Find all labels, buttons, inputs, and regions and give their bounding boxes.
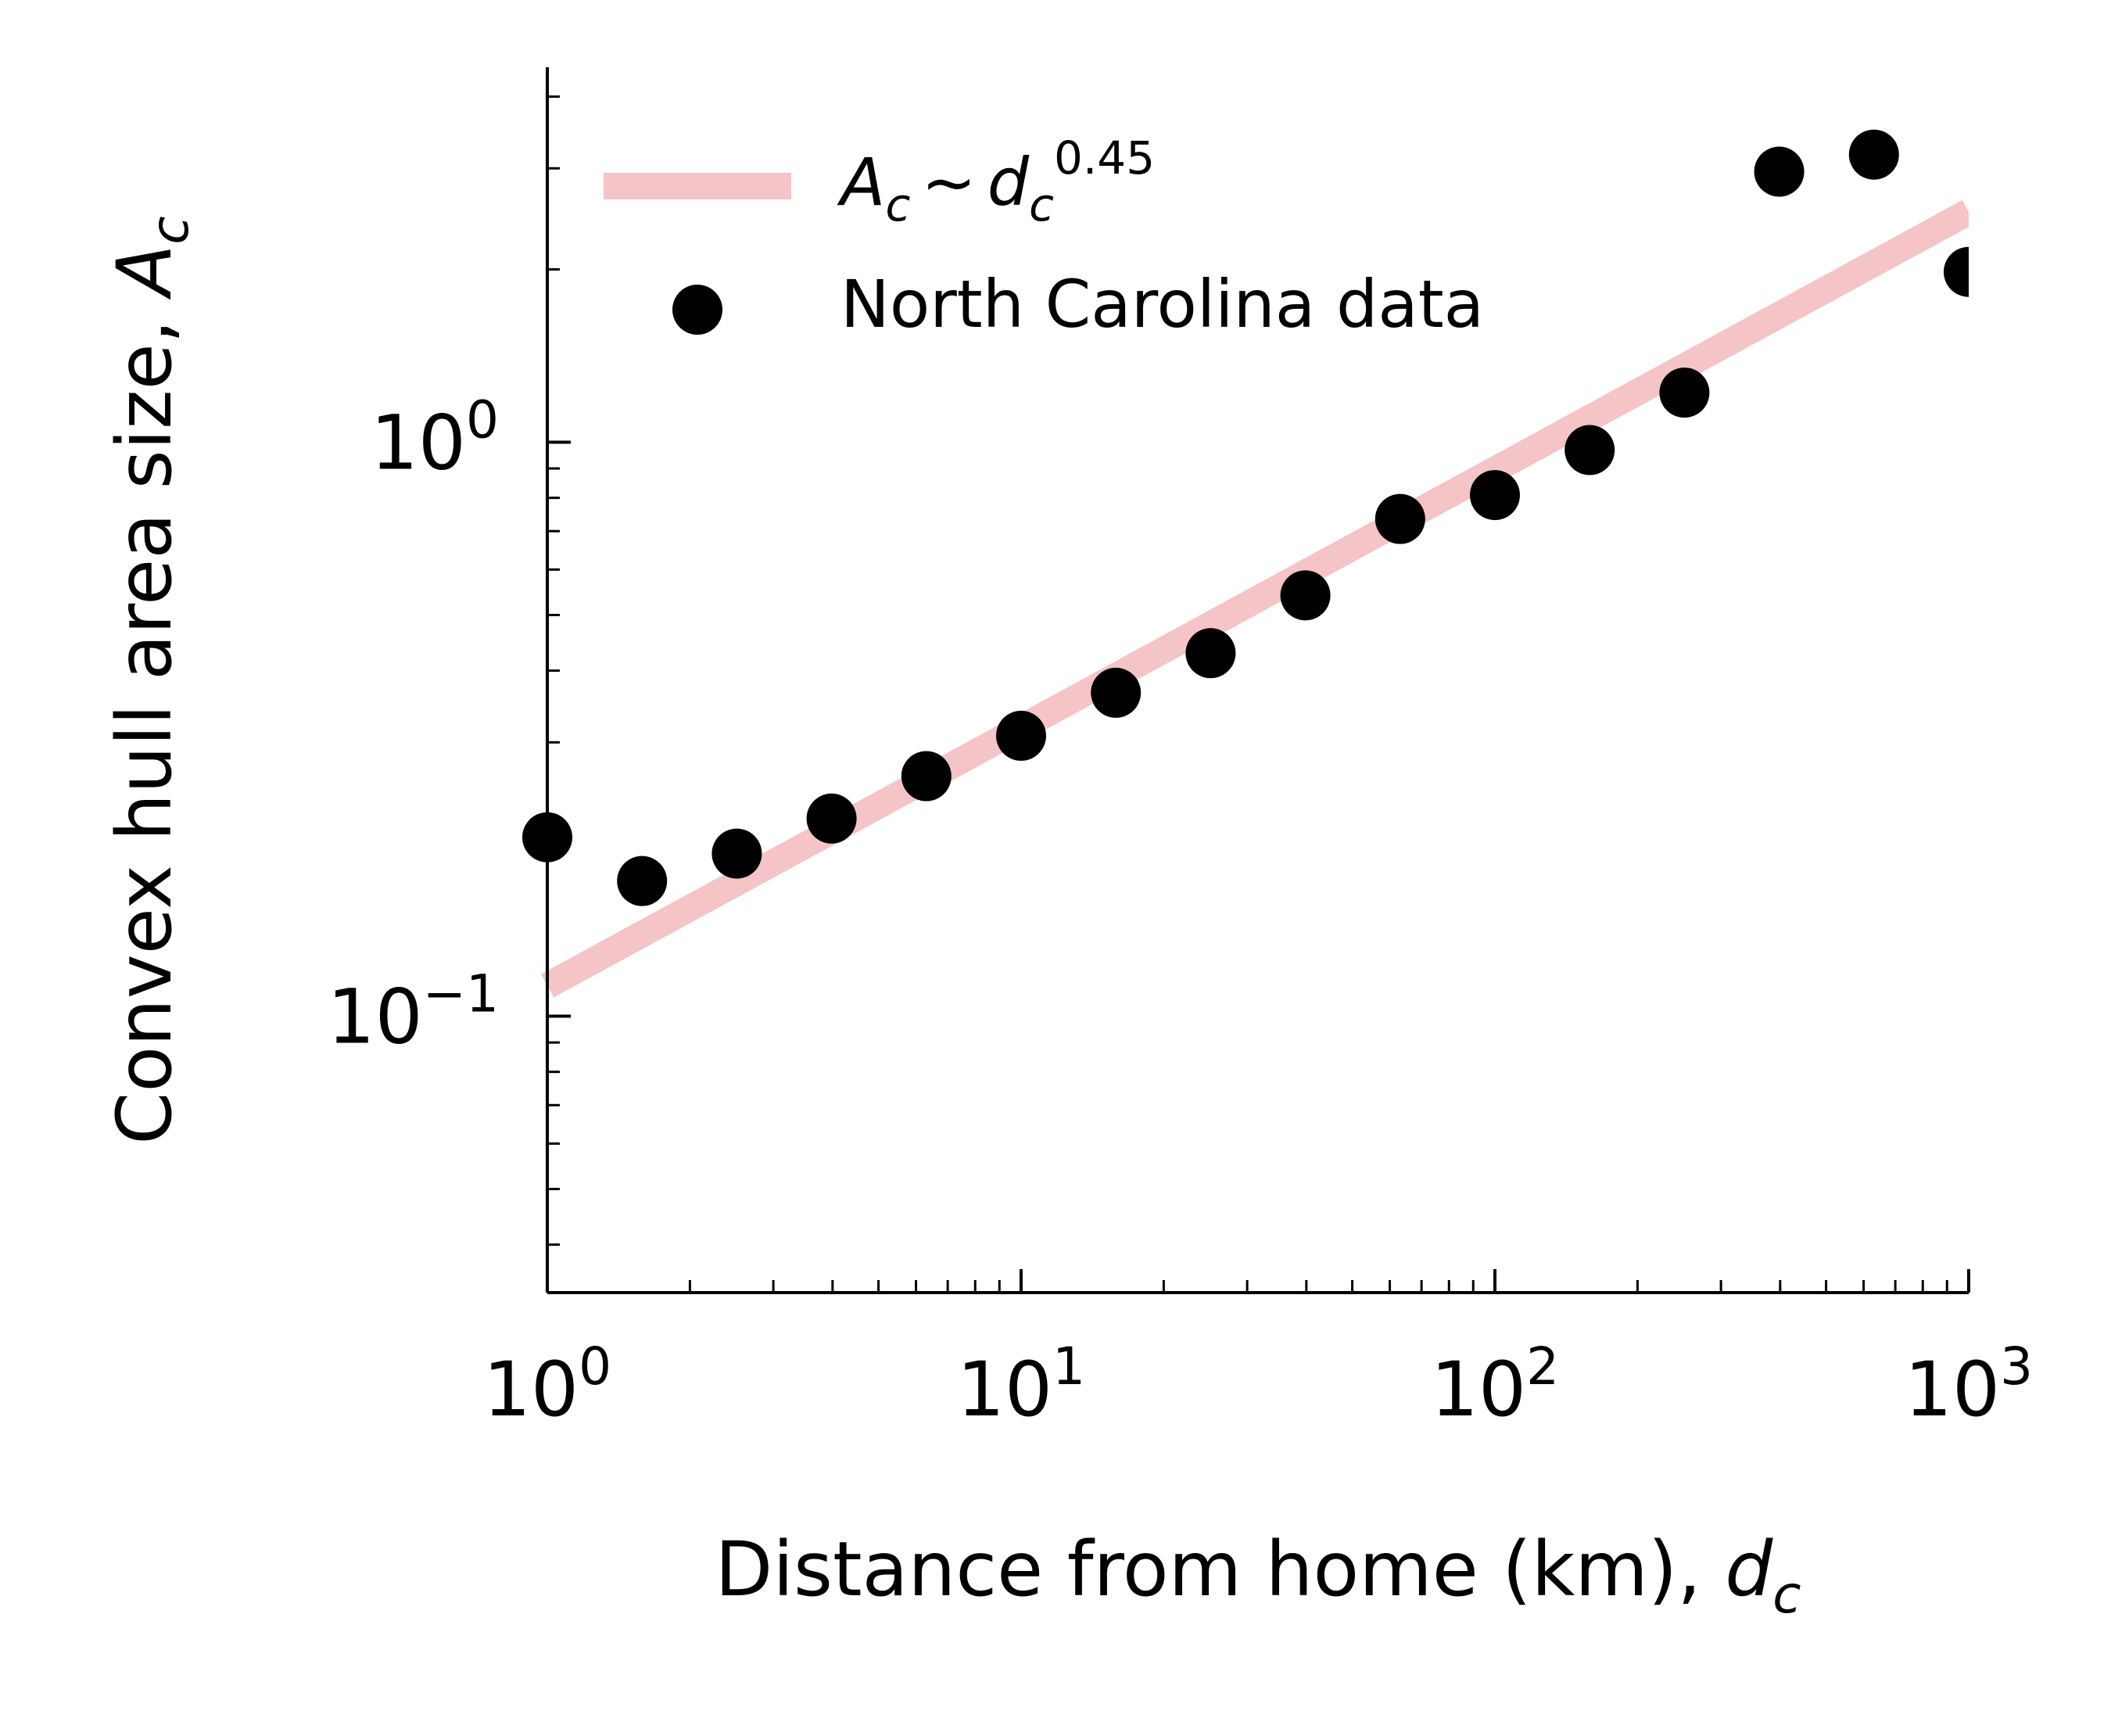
data-point [711,828,762,879]
ticks [546,95,1970,1293]
data-point [1944,246,1969,297]
data-point [1564,425,1615,475]
data-point [1848,129,1899,180]
x-tick-label: 101 [957,1336,1085,1433]
data-point [617,855,668,906]
legend-fit-label: Ac ~ dc0.45 [837,131,1155,231]
data-point [1374,493,1425,544]
legend-dot-swatch [672,285,722,335]
fit-line [540,199,1969,998]
legend: Ac ~ dc0.45 North Carolina data [604,131,1484,343]
x-tick-label: 103 [1905,1336,2033,1433]
x-axis-label: Distance from home (km), dc [715,1526,1801,1625]
data-point [1659,368,1710,418]
y-tick-label: 100 [371,389,499,486]
data-point [996,710,1046,761]
y-tick-label: 10−1 [328,964,499,1061]
axes [546,67,1969,1294]
x-tick-label: 102 [1431,1336,1559,1433]
legend-data-label: North Carolina data [840,266,1484,343]
data-point [1754,146,1805,197]
y-axis-label: Convex hull area size, Ac [101,216,200,1144]
data-point [1470,470,1520,521]
data-point [901,751,952,802]
data-point [1185,628,1236,679]
data-point [1280,570,1331,621]
data-point [1091,667,1142,718]
data-point [806,793,857,844]
plot-area [522,129,1969,998]
tick-labels: 100 101 102 103 10−1 100 [328,389,2034,1433]
x-tick-label: 100 [483,1336,611,1433]
